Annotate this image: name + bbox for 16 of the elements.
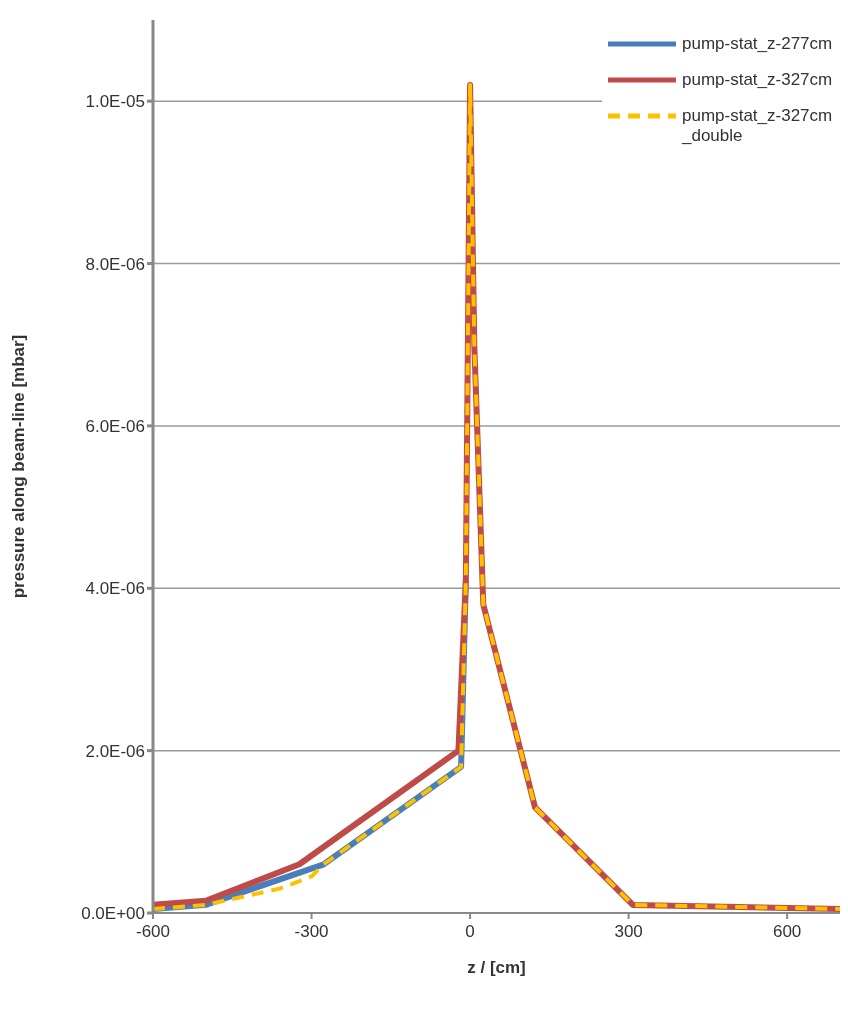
- legend-label: pump-stat_z-277cm: [682, 34, 833, 54]
- y-tick-label: 1.0E-05: [85, 92, 145, 112]
- x-tick-label: -600: [135, 922, 171, 941]
- y-tick-label: 4.0E-06: [85, 579, 145, 599]
- x-tick-label: 300: [614, 922, 643, 941]
- y-tick-label: 0.0E+00: [81, 904, 145, 924]
- x-axis-title: z / [cm]: [467, 958, 526, 977]
- x-tick-label: 600: [772, 922, 802, 941]
- legend-label: pump-stat_z-327cm_double: [682, 106, 834, 146]
- y-tick-label: 8.0E-06: [85, 254, 145, 274]
- y-tick-label: 2.0E-06: [85, 741, 145, 761]
- legend-label: pump-stat_z-327cm: [682, 70, 833, 90]
- y-tick-label: 6.0E-06: [85, 416, 145, 436]
- x-tick-label: 0: [465, 922, 475, 941]
- x-tick-label: -300: [294, 922, 329, 941]
- y-axis-title: pressure along beam-line [mbar]: [9, 334, 29, 599]
